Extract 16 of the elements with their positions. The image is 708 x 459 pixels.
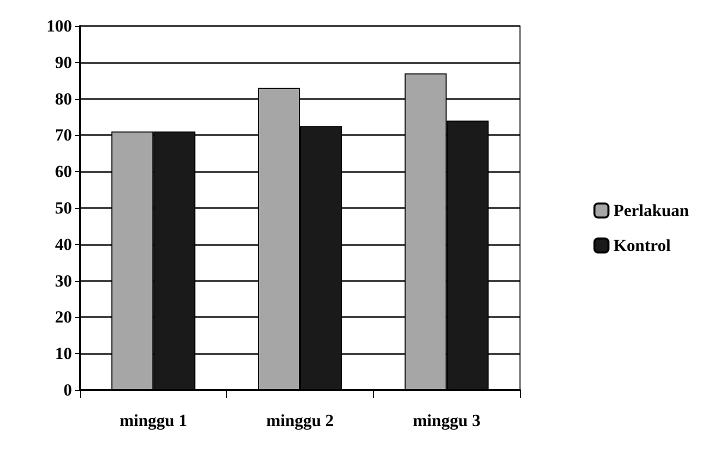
y-tick-label: 0 — [64, 380, 72, 400]
y-tick-label: 70 — [55, 126, 72, 145]
y-tick-label: 50 — [55, 198, 72, 218]
legend-label: Perlakuan — [613, 201, 690, 220]
y-tick-label: 30 — [55, 271, 72, 290]
y-tick-label: 10 — [55, 344, 72, 364]
x-tick-label: minggu 1 — [120, 411, 188, 430]
x-tick-label: minggu 2 — [266, 411, 334, 430]
x-tick-label: minggu 3 — [412, 411, 480, 430]
y-tick-label: 60 — [55, 162, 72, 182]
y-tick-label: 20 — [55, 308, 72, 327]
y-tick-label: 90 — [55, 52, 72, 72]
y-tick-label: 100 — [46, 16, 72, 36]
legend-label: Kontrol — [613, 236, 672, 255]
y-tick-label: 80 — [55, 89, 72, 108]
y-tick-label: 40 — [55, 234, 72, 254]
